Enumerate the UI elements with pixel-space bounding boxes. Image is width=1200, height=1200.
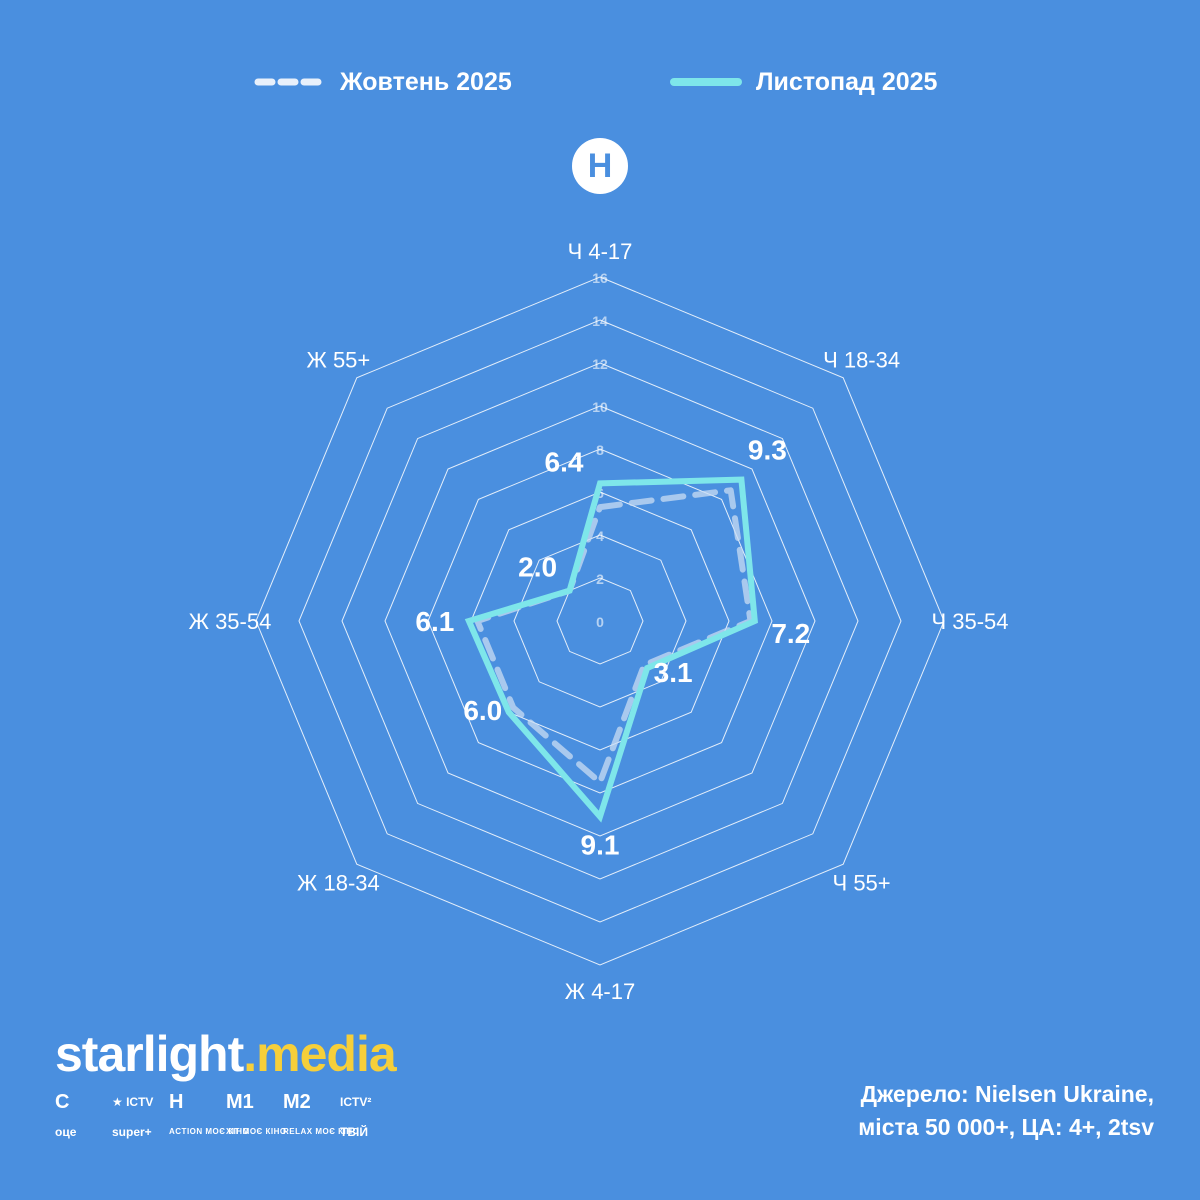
- legend-item-october: Жовтень 2025: [254, 62, 512, 102]
- data-label: 7.2: [771, 618, 810, 649]
- axis-label: Ж 35-54: [189, 609, 272, 634]
- action-kino-logo: ACTION МОЄ КІНО: [169, 1127, 250, 1136]
- data-label: 3.1: [654, 657, 693, 688]
- tick-label: 0: [596, 614, 604, 630]
- data-label: 6.4: [545, 446, 584, 477]
- legend-swatch-dashed: [254, 78, 326, 86]
- legend-item-november: Листопад 2025: [670, 62, 937, 102]
- chart-legend: Жовтень 2025 Листопад 2025: [0, 62, 1200, 102]
- brand-logo: starlight.media: [55, 1026, 397, 1082]
- data-label: 9.1: [581, 830, 620, 861]
- tick-label: 2: [596, 571, 604, 587]
- novyi-logo: Н: [169, 1091, 184, 1113]
- source-line-2: міста 50 000+, ЦА: 4+, 2tsv: [858, 1114, 1154, 1140]
- axis-label: Ч 35-54: [931, 609, 1008, 634]
- data-label: 6.0: [463, 695, 502, 726]
- m2-logo: M2: [283, 1091, 311, 1113]
- axis-label: Ж 4-17: [565, 979, 635, 1004]
- axis-label: Ч 4-17: [568, 239, 633, 264]
- brand-logo-media: media: [256, 1026, 397, 1082]
- tick-label: 14: [592, 313, 608, 329]
- tick-label: 16: [592, 270, 608, 286]
- grid-ring: [384, 405, 816, 837]
- relax-kino-logo: RELAX МОЄ КІНО: [283, 1127, 360, 1136]
- tick-label: 10: [592, 399, 608, 415]
- grid-ring: [513, 534, 687, 708]
- data-label: 6.1: [415, 606, 454, 637]
- legend-label-october: Жовтень 2025: [340, 67, 512, 96]
- grid-ring: [255, 276, 945, 966]
- legend-swatch-solid: [670, 78, 742, 86]
- tviy-logo: ТВІЙ: [340, 1125, 368, 1139]
- legend-label-november: Листопад 2025: [756, 67, 938, 96]
- tick-label: 8: [596, 442, 604, 458]
- ictv2-logo: ICTV²: [340, 1095, 372, 1109]
- channel-logo-badge: Н: [572, 138, 628, 194]
- axis-label: Ч 18-34: [823, 347, 900, 372]
- brand-logo-starlight: starlight: [55, 1026, 244, 1082]
- grid-ring: [556, 577, 644, 665]
- grid-ring: [298, 319, 902, 923]
- axis-label: Ж 55+: [307, 347, 371, 372]
- data-label: 9.3: [748, 435, 787, 466]
- hit-kino-logo: ХІТ МОЄ КІНО: [226, 1127, 287, 1136]
- m1-logo: M1: [226, 1091, 254, 1113]
- brand-logo-dot: .: [243, 1026, 257, 1082]
- grid-ring: [470, 491, 730, 751]
- oce-logo: оце: [55, 1125, 77, 1139]
- grid-ring: [341, 362, 859, 880]
- series-line-october: [474, 487, 754, 786]
- super-logo: super+: [112, 1125, 152, 1139]
- series-line-november: [464, 476, 758, 823]
- brand-block: starlight.media C ★ ICTV Н M1 M2 ICTV² о…: [55, 1026, 397, 1144]
- source-note: Джерело: Nielsen Ukraine, міста 50 000+,…: [858, 1078, 1154, 1144]
- tick-label: 12: [592, 356, 608, 372]
- axis-label: Ч 55+: [833, 871, 891, 896]
- channel-logo-grid: C ★ ICTV Н M1 M2 ICTV² оце super+ ACTION…: [55, 1090, 397, 1144]
- ictv-logo: ★ ICTV: [112, 1095, 154, 1109]
- stb-logo: C: [55, 1091, 70, 1113]
- axis-label: Ж 18-34: [297, 871, 380, 896]
- data-label: 2.0: [518, 552, 557, 583]
- tick-label: 4: [596, 528, 604, 544]
- source-line-1: Джерело: Nielsen Ukraine,: [860, 1081, 1154, 1107]
